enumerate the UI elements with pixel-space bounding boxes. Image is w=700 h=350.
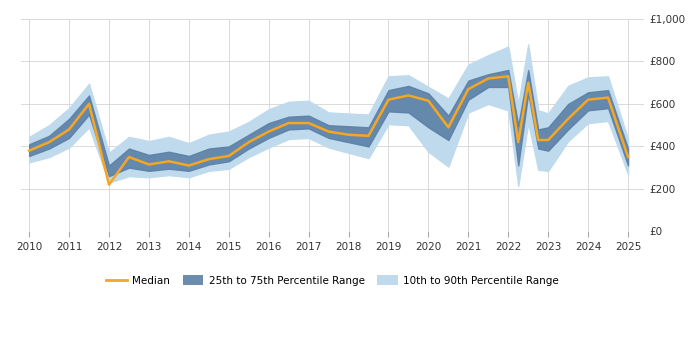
Legend: Median, 25th to 75th Percentile Range, 10th to 90th Percentile Range: Median, 25th to 75th Percentile Range, 1… <box>102 271 563 290</box>
